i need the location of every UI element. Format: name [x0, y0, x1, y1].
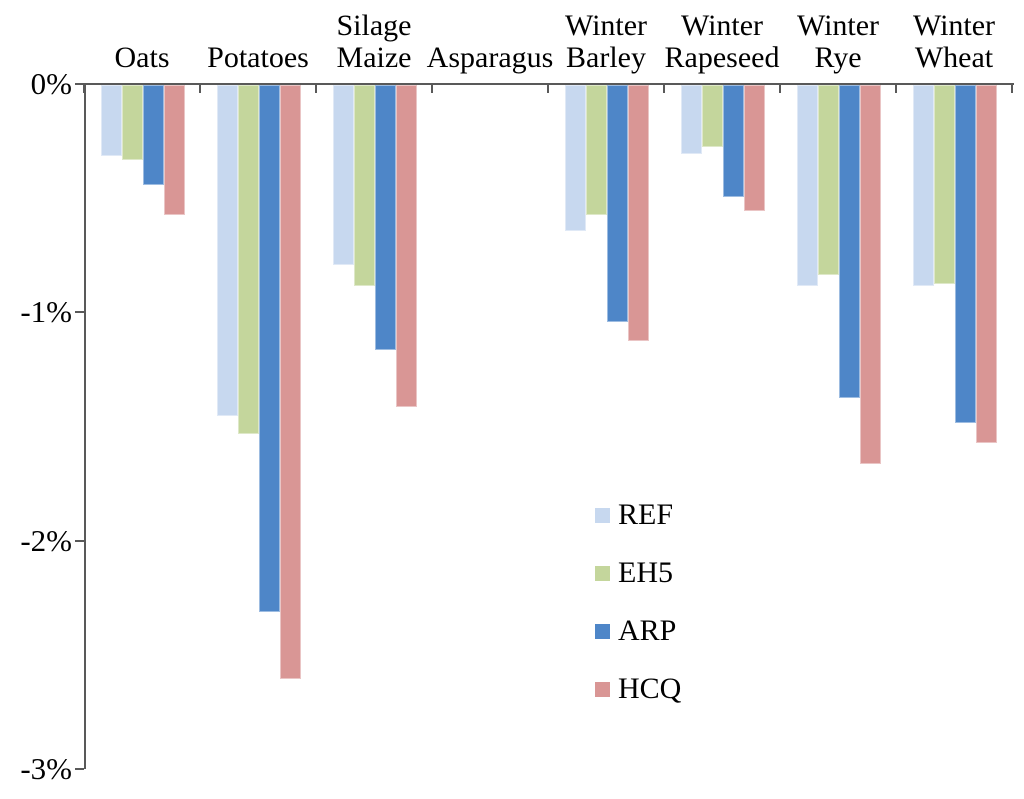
bar-eh5-winter-barley — [586, 85, 607, 215]
category-label-line: Rapeseed — [664, 41, 780, 74]
legend-item-arp: ARP — [595, 616, 681, 646]
legend-label: EH5 — [618, 556, 673, 589]
category-label-winter-barley: Winter Barley — [526, 0, 686, 74]
bar-ref-oats — [101, 85, 122, 156]
x-axis-line — [84, 83, 1014, 85]
bar-hcq-silage-maize — [396, 85, 417, 407]
category-label-line: Wheat — [914, 41, 994, 74]
category-label-asparagus: Asparagus — [410, 0, 570, 74]
legend-item-hcq: HCQ — [595, 674, 681, 704]
x-axis-tick — [199, 84, 201, 93]
category-label-line: Winter — [564, 9, 648, 42]
bar-hcq-winter-rye — [860, 85, 881, 464]
bar-hcq-potatoes — [280, 85, 301, 679]
category-label-line: Winter — [912, 9, 996, 42]
category-label-winter-wheat: Winter Wheat — [874, 0, 1024, 74]
legend-swatch-ref — [595, 507, 610, 523]
bar-ref-potatoes — [217, 85, 238, 416]
category-label-line: Potatoes — [207, 41, 309, 74]
bar-ref-winter-rye — [797, 85, 818, 286]
bar-hcq-winter-barley — [628, 85, 649, 341]
legend-swatch-arp — [595, 623, 610, 639]
legend-swatch-eh5 — [595, 565, 610, 581]
category-label-line: Rye — [814, 41, 862, 74]
bar-eh5-winter-wheat — [934, 85, 955, 284]
legend-item-ref: REF — [595, 500, 681, 530]
bar-eh5-silage-maize — [354, 85, 375, 286]
legend-label: REF — [618, 498, 674, 531]
x-axis-tick — [663, 84, 665, 93]
bar-arp-potatoes — [259, 85, 280, 612]
bar-eh5-winter-rye — [818, 85, 839, 275]
category-label-line: Asparagus — [426, 41, 554, 74]
y-axis-tick — [75, 539, 84, 542]
category-label-oats: Oats — [62, 0, 222, 74]
category-label-line: Winter — [796, 9, 880, 42]
bar-ref-silage-maize — [333, 85, 354, 265]
bar-arp-winter-barley — [607, 85, 628, 322]
category-label-line: Silage — [336, 9, 412, 42]
x-axis-tick — [547, 84, 549, 93]
bar-arp-winter-wheat — [955, 85, 976, 423]
bar-hcq-oats — [164, 85, 185, 215]
category-label-winter-rapeseed: Winter Rapeseed — [642, 0, 802, 74]
bar-arp-winter-rapeseed — [723, 85, 744, 197]
x-axis-tick — [431, 84, 433, 93]
category-label-line: Barley — [566, 41, 646, 74]
y-axis-tick — [75, 311, 84, 314]
bar-eh5-winter-rapeseed — [702, 85, 723, 147]
x-axis-tick — [1011, 84, 1013, 93]
category-label-potatoes: Potatoes — [178, 0, 338, 74]
y-axis-tick-label: -2% — [20, 522, 72, 558]
legend-swatch-hcq — [595, 681, 610, 697]
bar-hcq-winter-rapeseed — [744, 85, 765, 211]
x-axis-tick — [895, 84, 897, 93]
bar-hcq-winter-wheat — [976, 85, 997, 443]
bar-arp-silage-maize — [375, 85, 396, 350]
y-axis-tick — [75, 83, 84, 85]
x-axis-tick — [83, 84, 85, 93]
category-label-line: Oats — [114, 41, 170, 74]
bar-eh5-oats — [122, 85, 143, 160]
y-axis-tick-label: -3% — [20, 751, 72, 786]
bar-ref-winter-wheat — [913, 85, 934, 286]
legend-label: ARP — [618, 614, 677, 647]
x-axis-tick — [779, 84, 781, 93]
bar-arp-oats — [143, 85, 164, 185]
y-axis-tick-label: -1% — [20, 294, 72, 330]
bar-ref-winter-rapeseed — [681, 85, 702, 154]
bar-eh5-potatoes — [238, 85, 259, 434]
y-axis-tick — [75, 768, 84, 770]
legend-item-eh5: EH5 — [595, 558, 681, 588]
x-axis-tick — [315, 84, 317, 93]
bar-arp-winter-rye — [839, 85, 860, 398]
category-label-line: Maize — [336, 41, 412, 74]
category-label-line: Winter — [680, 9, 764, 42]
y-axis-line — [84, 84, 86, 769]
bar-ref-winter-barley — [565, 85, 586, 231]
chart-legend: REF EH5 ARP HCQ — [595, 500, 681, 732]
legend-label: HCQ — [618, 672, 682, 705]
category-label-silage-maize: Silage Maize — [294, 0, 454, 74]
category-label-winter-rye: Winter Rye — [758, 0, 918, 74]
y-axis-tick-label: 0% — [30, 66, 72, 101]
